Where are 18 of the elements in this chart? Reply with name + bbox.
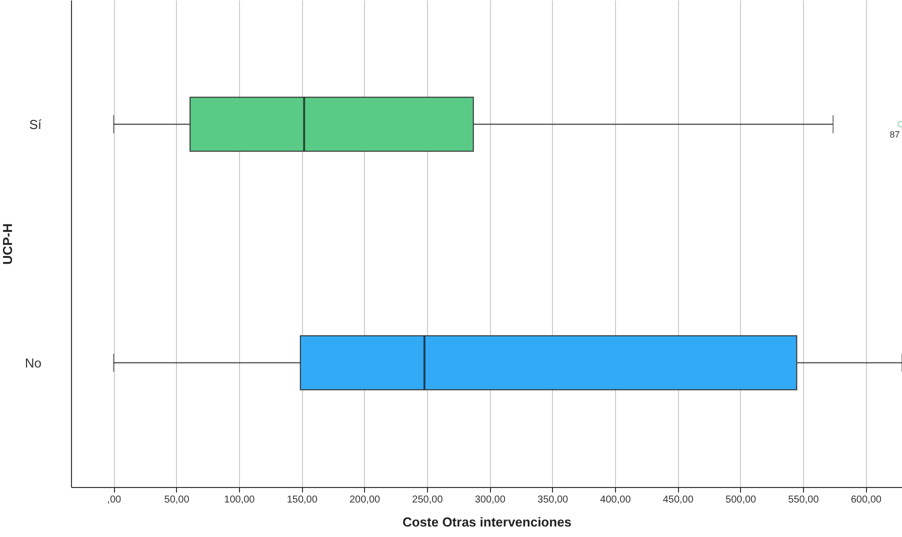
x-tick-label: 450,00 xyxy=(662,494,694,506)
x-tick-label: 150,00 xyxy=(286,494,318,506)
y-axis-title: UCP-H xyxy=(0,223,15,265)
x-tick-label: 550,00 xyxy=(788,494,820,506)
x-tick-label: 200,00 xyxy=(349,494,381,506)
x-tick-label: 300,00 xyxy=(474,494,506,506)
y-tick-label: No xyxy=(24,355,42,370)
x-tick-label: 350,00 xyxy=(538,494,569,506)
x-tick-label: 50,00 xyxy=(164,494,190,506)
y-tick-label: Sí xyxy=(29,116,42,132)
annotation: 87 xyxy=(890,129,900,140)
x-tick-label: 100,00 xyxy=(224,494,256,506)
x-tick-label: 400,00 xyxy=(600,494,632,506)
x-tick-label: 600,00 xyxy=(850,494,882,506)
x-axis-title: Coste Otras intervenciones xyxy=(402,514,572,530)
x-tick-label: 250,00 xyxy=(412,494,444,506)
x-tick-label: 500,00 xyxy=(726,494,757,506)
x-tick-label: ,00 xyxy=(107,494,122,506)
